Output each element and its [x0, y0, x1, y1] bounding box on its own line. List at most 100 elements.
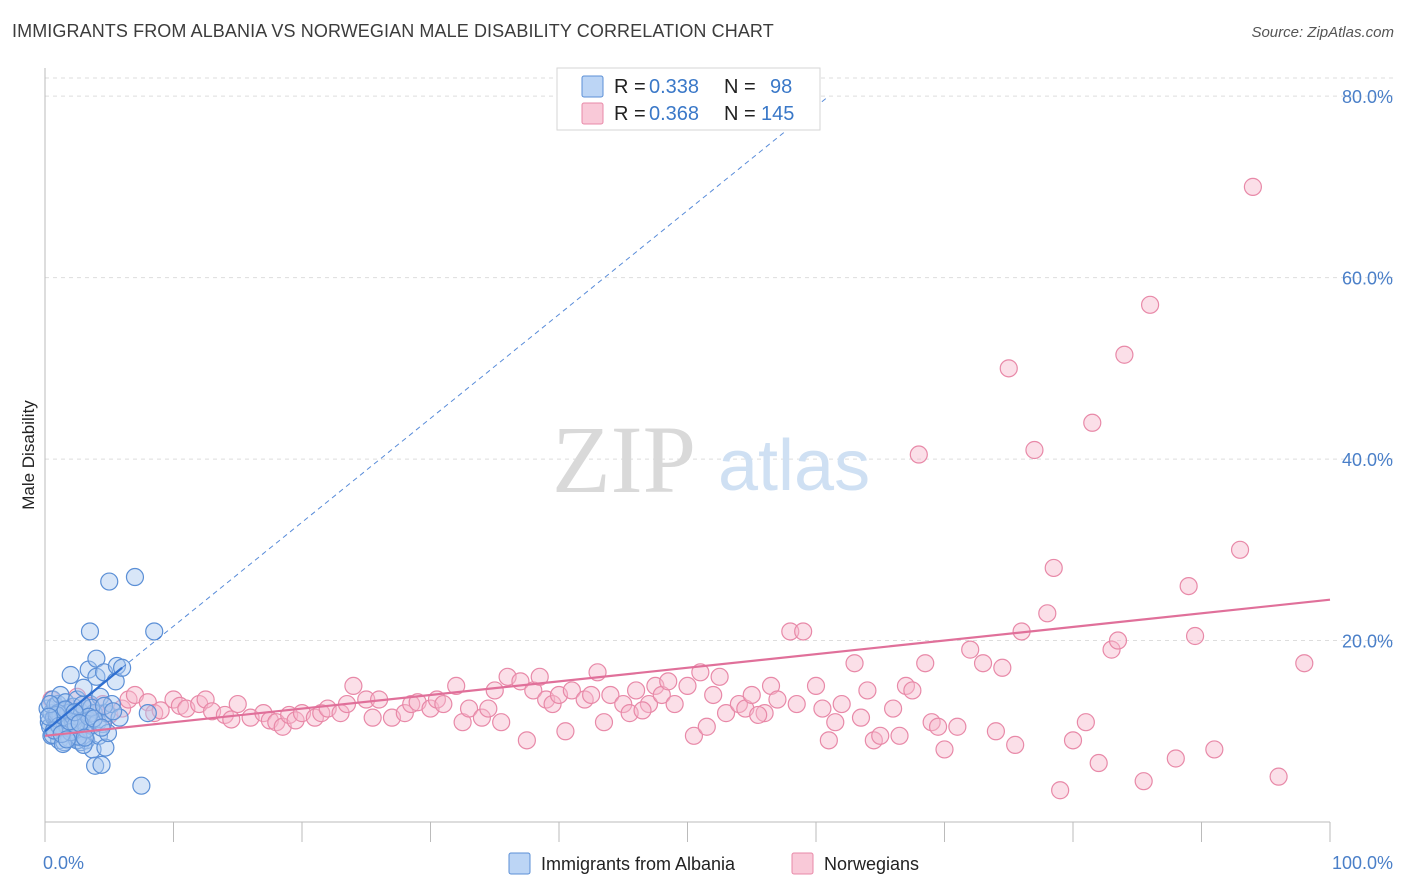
norwegians-point [344, 676, 363, 696]
legend-n-label-albania: N = [724, 76, 756, 98]
norwegians-point [459, 699, 479, 718]
norwegians-point [806, 676, 826, 696]
norwegians-point [1134, 772, 1153, 791]
norwegians-point [228, 694, 247, 714]
norwegians-point [1051, 781, 1070, 800]
norwegians-point [357, 690, 376, 709]
norwegians-point [492, 713, 511, 732]
norwegians-point [1166, 749, 1185, 768]
norwegians-point [903, 681, 922, 700]
albania-point [61, 665, 80, 685]
albania-point [75, 728, 94, 747]
norwegians-point [832, 694, 851, 714]
norwegians-point [363, 708, 382, 727]
norwegians-point [1179, 576, 1198, 596]
norwegians-point [781, 622, 800, 641]
norwegians-point [697, 717, 716, 736]
norwegians-point [485, 681, 504, 700]
y-tick-label: 60.0% [1342, 269, 1393, 289]
norwegians-point [601, 685, 620, 705]
bottom-legend-label-norwegians: Norwegians [824, 854, 919, 874]
norwegians-point [871, 726, 890, 745]
norwegians-point [1044, 558, 1063, 578]
norwegians-point [916, 654, 935, 673]
norwegians-point [742, 685, 761, 705]
albania-point [145, 622, 164, 641]
norwegians-point [993, 658, 1012, 677]
norwegians-point [716, 704, 736, 723]
norwegians-point [402, 694, 421, 714]
x-tick-label-max: 100.0% [1332, 853, 1393, 873]
norwegians-point [973, 654, 993, 673]
norwegians-trend-line [44, 598, 1331, 737]
norwegians-point [138, 693, 157, 712]
legend-n-label-norwegians: N = [724, 103, 756, 125]
watermark-zip-text: ZIP [552, 406, 696, 513]
norwegians-point [999, 359, 1018, 378]
norwegians-point [1063, 731, 1083, 750]
norwegians-point [890, 726, 909, 745]
norwegians-point [755, 704, 774, 723]
norwegians-point [928, 717, 948, 736]
norwegians-point [787, 694, 806, 714]
norwegians-point [1243, 177, 1263, 196]
norwegians-point [517, 731, 536, 750]
albania-points [38, 567, 164, 795]
norwegians-point [1102, 640, 1121, 659]
watermark: ZIP atlas [552, 406, 870, 513]
albania-trend-extension [121, 95, 830, 669]
legend-swatch-norwegians [581, 102, 604, 125]
y-axis-label: Male Disability [19, 400, 38, 510]
norwegians-point [479, 699, 498, 718]
chart-title: IMMIGRANTS FROM ALBANIA VS NORWEGIAN MAL… [12, 21, 774, 41]
albania-point [132, 776, 151, 795]
norwegians-point [909, 445, 928, 464]
norwegians-point [1038, 604, 1057, 623]
norwegians-point [1295, 654, 1314, 673]
norwegians-point [1140, 295, 1160, 314]
norwegians-point [562, 681, 581, 700]
trend-lines [44, 95, 1331, 737]
grid-lines [45, 77, 1395, 642]
norwegians-point [1108, 631, 1128, 650]
legend-r-label-norwegians: R = [614, 103, 646, 125]
norwegians-point [447, 676, 466, 696]
albania-point [100, 572, 119, 591]
albania-point [80, 622, 100, 641]
albania-point [125, 567, 145, 587]
norwegians-point [851, 708, 871, 727]
norwegians-point [626, 681, 646, 700]
albania-trend-line [44, 666, 123, 733]
legend-series: Immigrants from Albania Norwegians [508, 852, 919, 875]
norwegians-point [794, 622, 813, 641]
albania-point [104, 702, 123, 721]
y-tick-label: 20.0% [1342, 632, 1393, 652]
albania-point [39, 707, 58, 726]
chart-source: Source: ZipAtlas.com [1251, 24, 1394, 41]
tick-labels: 20.0% 40.0% 60.0% 80.0% 0.0% 100.0% [43, 87, 1393, 873]
bottom-legend-label-albania: Immigrants from Albania [541, 854, 736, 874]
albania-point [86, 756, 105, 775]
norwegians-point [749, 705, 768, 725]
albania-point [92, 755, 111, 774]
norwegians-point [819, 731, 838, 750]
legend-n-value-albania: 98 [770, 76, 792, 98]
norwegians-point [395, 704, 414, 723]
norwegians-point [858, 681, 877, 700]
norwegians-point [986, 722, 1006, 741]
norwegians-point [691, 663, 710, 682]
norwegians-point [659, 672, 678, 691]
norwegians-point [1006, 735, 1025, 754]
norwegians-point [472, 708, 491, 727]
norwegians-point [768, 690, 787, 709]
bottom-legend-swatch-albania [508, 852, 531, 875]
albania-point [57, 730, 76, 749]
albania-point [92, 718, 111, 737]
y-tick-label: 40.0% [1342, 450, 1393, 470]
x-tick-label-min: 0.0% [43, 853, 84, 873]
norwegians-point [961, 640, 980, 659]
norwegians-point [530, 667, 549, 686]
norwegians-point [286, 711, 305, 730]
norwegians-point [1269, 767, 1288, 786]
axes [44, 68, 1331, 842]
